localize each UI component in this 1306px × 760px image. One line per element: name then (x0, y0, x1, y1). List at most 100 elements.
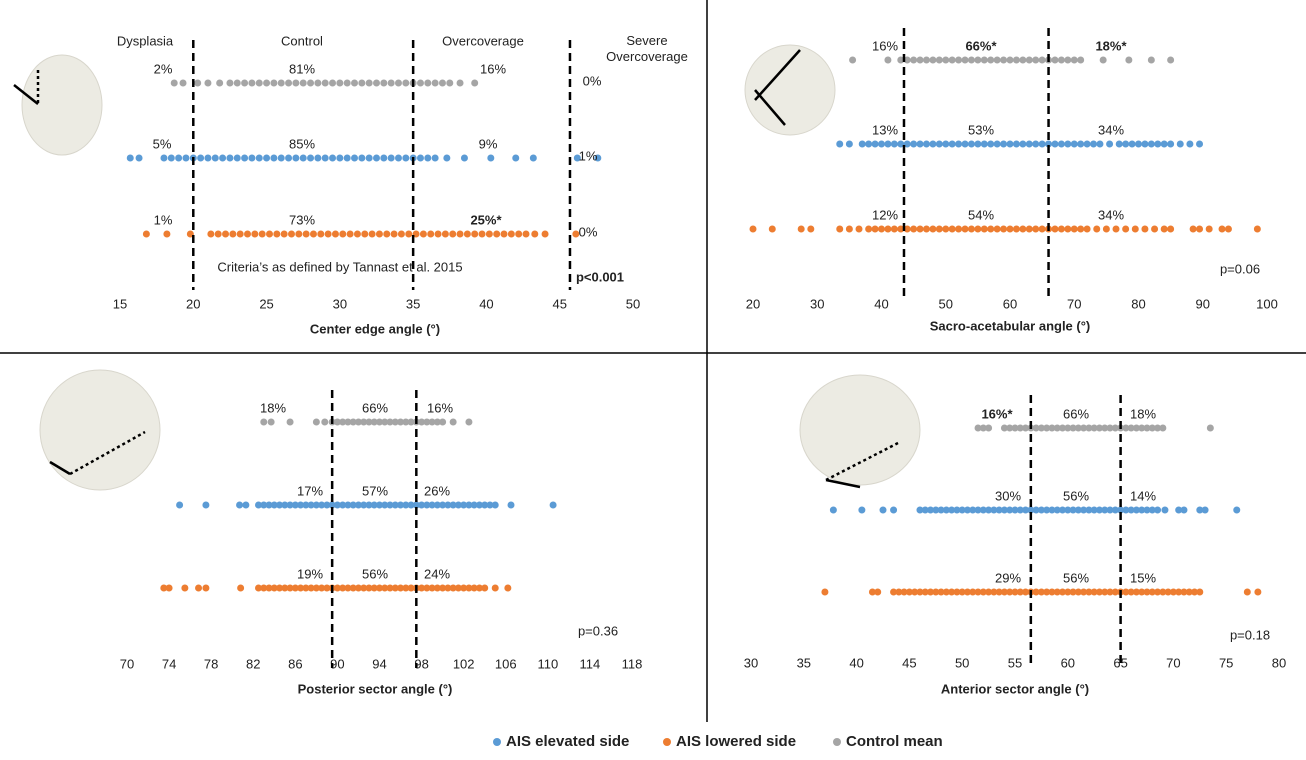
region-percent: 9% (479, 136, 498, 151)
dot (486, 501, 494, 509)
dot (491, 501, 499, 509)
dot (879, 506, 887, 514)
dot (181, 584, 189, 592)
dot (449, 418, 457, 426)
dot (182, 154, 190, 162)
dot (932, 506, 940, 514)
dot (471, 230, 479, 238)
x-tick-label: 110 (537, 656, 558, 671)
dot (1102, 225, 1110, 233)
dot (1106, 424, 1114, 432)
dot (202, 584, 210, 592)
dot (1037, 506, 1045, 514)
dot (471, 79, 479, 87)
dot (955, 56, 963, 64)
x-tick-label: 40 (849, 655, 863, 670)
dot (969, 588, 977, 596)
dot (1059, 588, 1067, 596)
dot (1205, 225, 1213, 233)
dot (439, 418, 447, 426)
dot (281, 584, 289, 592)
dot (270, 501, 278, 509)
dot (312, 418, 320, 426)
dot (1159, 424, 1167, 432)
dot (987, 56, 995, 64)
dot (1115, 140, 1123, 148)
region-percent: 15% (1130, 570, 1156, 585)
dot (1090, 140, 1098, 148)
region-percent: 1% (154, 212, 173, 227)
dot (1025, 56, 1033, 64)
dot (336, 154, 344, 162)
dot (1074, 588, 1082, 596)
dot (428, 418, 436, 426)
region-percent: 13% (872, 122, 898, 137)
dot (903, 140, 911, 148)
dot (1161, 506, 1169, 514)
dot (449, 230, 457, 238)
dot (911, 588, 919, 596)
dot (386, 501, 394, 509)
dot (1016, 424, 1024, 432)
dot (1186, 140, 1194, 148)
region-name: Severe Overcoverage (606, 33, 688, 64)
dot (849, 56, 857, 64)
dot (865, 140, 873, 148)
region-percent: 53% (968, 122, 994, 137)
region-percent: 18% (260, 400, 286, 415)
dot (916, 588, 924, 596)
dot (1048, 424, 1056, 432)
dot (594, 154, 602, 162)
dot (431, 154, 439, 162)
dot (1141, 140, 1149, 148)
dot (368, 230, 376, 238)
dot (948, 140, 956, 148)
dot (1006, 588, 1014, 596)
dot (1169, 588, 1177, 596)
dot (890, 140, 898, 148)
dot (955, 140, 963, 148)
dot (1038, 225, 1046, 233)
legend-swatch (663, 738, 671, 746)
dot (380, 154, 388, 162)
region-percent: 81% (289, 61, 315, 76)
dot (470, 584, 478, 592)
dot (1180, 588, 1188, 596)
x-tick-label: 90 (1196, 296, 1210, 311)
dot (349, 418, 357, 426)
dot (1191, 588, 1199, 596)
dot (836, 225, 844, 233)
dot (929, 56, 937, 64)
region-percent: 66% (1063, 406, 1089, 421)
dot (380, 79, 388, 87)
dot (1106, 588, 1114, 596)
dot (1019, 56, 1027, 64)
x-tick-label: 70 (1067, 296, 1081, 311)
dot (878, 140, 885, 148)
dot (1083, 140, 1091, 148)
dot (1117, 506, 1125, 514)
dot (1080, 506, 1088, 514)
dot (402, 79, 410, 87)
x-tick-label: 45 (902, 655, 916, 670)
dot (163, 230, 171, 238)
dot (1147, 56, 1155, 64)
dot (312, 501, 320, 509)
dot (339, 501, 347, 509)
region-percent: 18% (1130, 406, 1156, 421)
dot (980, 225, 988, 233)
dot (402, 154, 410, 162)
dot (423, 501, 431, 509)
region-percent: 16% (480, 61, 506, 76)
dot (858, 140, 866, 148)
dot (287, 230, 295, 238)
dot (333, 418, 341, 426)
dot (1148, 506, 1156, 514)
dot (572, 230, 580, 238)
dot (407, 501, 415, 509)
dot (1000, 506, 1008, 514)
p-value: p=0.18 (1230, 627, 1270, 642)
dot (979, 506, 987, 514)
dot (390, 230, 398, 238)
dot (263, 79, 271, 87)
